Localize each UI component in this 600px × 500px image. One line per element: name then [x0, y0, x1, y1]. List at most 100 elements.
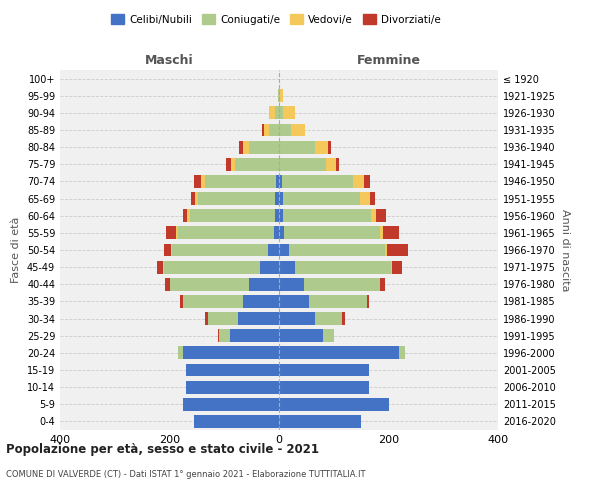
Bar: [279, 260, 295, 274]
Bar: [183, 346, 279, 360]
Bar: [166, 226, 176, 239]
Bar: [279, 192, 283, 205]
Bar: [278, 90, 279, 102]
Bar: [280, 90, 283, 102]
Bar: [178, 226, 274, 239]
Bar: [289, 244, 385, 256]
Bar: [304, 278, 380, 290]
Bar: [231, 158, 235, 170]
Bar: [275, 192, 279, 205]
Bar: [205, 175, 276, 188]
Bar: [279, 140, 314, 153]
Bar: [370, 192, 376, 205]
Bar: [342, 312, 345, 325]
Bar: [178, 346, 183, 360]
Bar: [164, 244, 170, 256]
Bar: [279, 90, 280, 102]
Bar: [176, 226, 178, 239]
Bar: [364, 175, 370, 188]
Bar: [388, 244, 408, 256]
Bar: [353, 175, 364, 188]
Bar: [260, 260, 279, 274]
Bar: [219, 330, 230, 342]
Bar: [392, 260, 402, 274]
Bar: [164, 260, 260, 274]
Bar: [279, 244, 289, 256]
Bar: [279, 364, 370, 376]
Bar: [276, 175, 279, 188]
Bar: [244, 295, 279, 308]
Bar: [279, 226, 284, 239]
Text: Popolazione per età, sesso e stato civile - 2021: Popolazione per età, sesso e stato civil…: [6, 442, 319, 456]
Bar: [274, 226, 279, 239]
Bar: [376, 210, 386, 222]
Bar: [291, 124, 305, 136]
Bar: [170, 244, 172, 256]
Bar: [275, 106, 279, 120]
Bar: [279, 158, 326, 170]
Bar: [391, 260, 392, 274]
Bar: [309, 295, 367, 308]
Bar: [275, 210, 279, 222]
Text: Femmine: Femmine: [356, 54, 421, 66]
Bar: [269, 106, 275, 120]
Bar: [181, 295, 183, 308]
Y-axis label: Anni di nascita: Anni di nascita: [560, 209, 569, 291]
Bar: [194, 415, 279, 428]
Text: COMUNE DI VALVERDE (CT) - Dati ISTAT 1° gennaio 2021 - Elaborazione TUTTITALIA.I: COMUNE DI VALVERDE (CT) - Dati ISTAT 1° …: [6, 470, 365, 479]
Bar: [263, 124, 269, 136]
Bar: [367, 295, 370, 308]
Bar: [279, 380, 370, 394]
Bar: [172, 244, 268, 256]
Bar: [249, 140, 279, 153]
Bar: [169, 278, 249, 290]
Bar: [230, 330, 279, 342]
Bar: [279, 210, 283, 222]
Bar: [279, 175, 282, 188]
Bar: [279, 124, 291, 136]
Bar: [249, 278, 279, 290]
Bar: [163, 260, 164, 274]
Bar: [165, 278, 170, 290]
Bar: [283, 192, 360, 205]
Bar: [279, 346, 400, 360]
Bar: [385, 244, 388, 256]
Bar: [400, 346, 405, 360]
Bar: [295, 260, 391, 274]
Bar: [195, 192, 198, 205]
Bar: [337, 158, 339, 170]
Bar: [380, 278, 385, 290]
Bar: [279, 398, 389, 410]
Bar: [201, 175, 205, 188]
Bar: [235, 158, 279, 170]
Bar: [383, 226, 400, 239]
Y-axis label: Fasce di età: Fasce di età: [11, 217, 21, 283]
Bar: [314, 312, 342, 325]
Bar: [205, 312, 208, 325]
Legend: Celibi/Nubili, Coniugati/e, Vedovi/e, Divorziati/e: Celibi/Nubili, Coniugati/e, Vedovi/e, Di…: [107, 10, 445, 29]
Bar: [182, 210, 187, 222]
Bar: [360, 192, 370, 205]
Bar: [208, 312, 238, 325]
Bar: [190, 210, 275, 222]
Bar: [279, 330, 323, 342]
Bar: [323, 330, 334, 342]
Bar: [371, 210, 376, 222]
Bar: [157, 260, 163, 274]
Bar: [238, 312, 279, 325]
Bar: [268, 244, 279, 256]
Bar: [187, 210, 190, 222]
Bar: [314, 140, 328, 153]
Bar: [226, 158, 231, 170]
Bar: [279, 278, 304, 290]
Bar: [282, 175, 353, 188]
Bar: [269, 124, 279, 136]
Bar: [194, 175, 201, 188]
Bar: [244, 140, 249, 153]
Bar: [191, 192, 195, 205]
Text: Maschi: Maschi: [145, 54, 194, 66]
Bar: [218, 330, 219, 342]
Bar: [279, 295, 309, 308]
Bar: [183, 398, 279, 410]
Bar: [284, 226, 380, 239]
